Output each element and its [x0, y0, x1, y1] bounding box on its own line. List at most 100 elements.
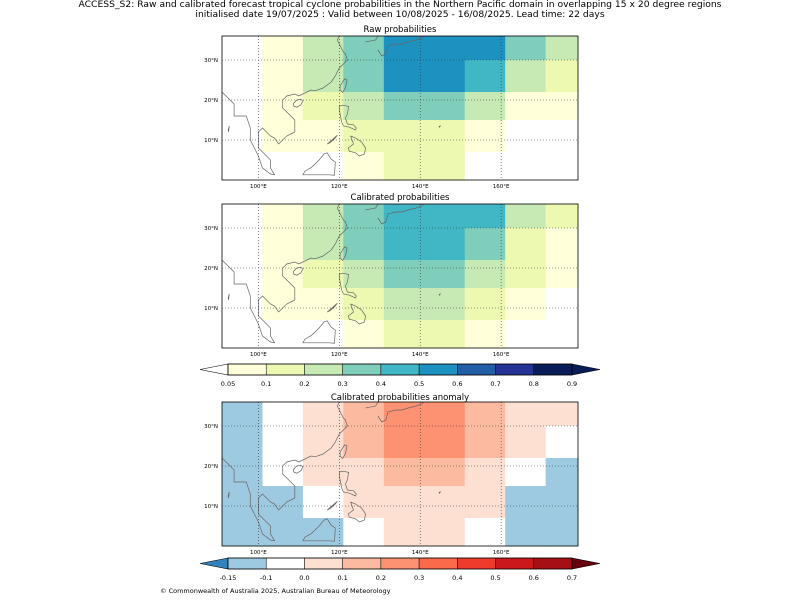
probability-cell: [424, 120, 466, 153]
copyright-footer: © Commonwealth of Australia 2025, Austra…: [160, 587, 391, 595]
probability-cell: [343, 260, 385, 289]
probability-cell: [383, 60, 425, 93]
probability-cell: [424, 204, 466, 229]
probability-cell: [383, 152, 425, 181]
map-panel-2: Calibrated probabilities 100°E 120°E 140°E 1…: [204, 193, 579, 358]
probability-cell: [302, 426, 344, 459]
x-tick-label: 120°E: [331, 550, 348, 556]
colorbar-tick-label: 0.9: [567, 380, 577, 388]
probability-cell: [222, 486, 263, 519]
colorbar-tick-label: 0.8: [529, 380, 539, 388]
probability-cell: [383, 288, 425, 321]
probability-cell: [505, 60, 547, 93]
y-tick-label: 30°N: [204, 424, 218, 430]
coastline: [339, 78, 348, 93]
probability-cell: [505, 426, 547, 459]
probability-cell: [302, 152, 344, 181]
probability-cell: [222, 402, 263, 427]
panel-title: Calibrated probabilities anomaly: [331, 393, 469, 403]
x-tick-label: 160°E: [493, 352, 510, 358]
coastline: [338, 470, 357, 497]
probability-cell: [343, 36, 385, 61]
colorbar-tick-label: 0.3: [414, 574, 424, 582]
figure-title-line1: ACCESS_S2: Raw and calibrated forecast t…: [78, 0, 722, 10]
x-tick-label: 140°E: [412, 184, 429, 190]
probability-cell: [262, 288, 304, 321]
probability-cell: [464, 120, 506, 153]
probability-cell: [343, 204, 385, 229]
colorbar-tick-label: -0.1: [260, 574, 273, 582]
probability-cell: [545, 228, 579, 261]
figure-title-line2: initialised date 19/07/2025 : Valid betw…: [195, 9, 605, 20]
coastline: [377, 401, 424, 423]
probability-cell: [262, 320, 304, 349]
colorbar-segment: [533, 557, 573, 570]
probability-cell: [262, 486, 304, 519]
colorbar-segment: [418, 557, 458, 570]
colorbar-segment: [227, 363, 267, 376]
probability-cell: [343, 320, 385, 349]
x-tick-label: 100°E: [250, 550, 267, 556]
probability-cell: [222, 288, 263, 321]
probability-cell: [222, 120, 263, 153]
y-tick-label: 10°N: [204, 504, 218, 510]
probability-cell: [222, 320, 263, 349]
probability-cell: [464, 518, 506, 547]
colorbar-frame: [227, 557, 573, 570]
probability-cell: [262, 60, 304, 93]
probability-cell: [343, 152, 385, 181]
coastline: [326, 302, 338, 313]
probability-cell: [545, 204, 579, 229]
probability-cell: [222, 60, 263, 93]
probability-cell: [383, 120, 425, 153]
colorbar-over-extension: [571, 363, 601, 376]
coastline: [302, 152, 336, 176]
colorbar-tick-label: 0.7: [490, 380, 500, 388]
colorbar-tick-label: 0.5: [490, 574, 500, 582]
probability-cell: [505, 204, 547, 229]
probability-cell: [383, 458, 425, 487]
probability-cell: [343, 60, 385, 93]
x-tick-label: 100°E: [250, 184, 267, 190]
probability-cell: [464, 60, 506, 93]
probability-cell: [545, 92, 579, 121]
probability-cell: [545, 518, 579, 547]
coastline: [227, 491, 230, 499]
colorbar-segment: [495, 363, 535, 376]
colorbar-tick-label: 0.1: [261, 380, 271, 388]
probability-cell: [222, 152, 263, 181]
probability-cell: [545, 486, 579, 519]
probability-cell: [464, 486, 506, 519]
coastline: [338, 272, 357, 299]
probability-cell: [545, 36, 579, 61]
probability-cell: [262, 518, 304, 547]
probability-cell: [302, 92, 344, 121]
y-tick-label: 30°N: [204, 58, 218, 64]
probability-cell: [464, 402, 506, 427]
probability-cell: [302, 458, 344, 487]
y-tick-label: 20°N: [204, 98, 218, 104]
probability-cell: [302, 228, 344, 261]
colorbar-segment: [304, 557, 343, 570]
probability-cell: [343, 402, 385, 427]
probability-cell: [424, 228, 466, 261]
colorbar-tick-label: 0.05: [221, 380, 235, 388]
x-tick-label: 160°E: [493, 184, 510, 190]
probability-cell: [424, 60, 466, 93]
probability-cell: [424, 518, 466, 547]
colorbar-segment: [380, 557, 420, 570]
probability-colorbar: 0.05 0.1 0.2 0.3 0.4 0.5 0.6 0.7 0.8 0.9: [199, 363, 601, 388]
probability-cell: [302, 486, 344, 519]
probability-cell: [424, 92, 466, 121]
probability-cell: [383, 402, 425, 427]
probability-cell: [464, 152, 506, 181]
probability-cell: [464, 426, 506, 459]
probability-cell: [383, 426, 425, 459]
colorbar-segment: [380, 363, 420, 376]
colorbar-segment: [457, 557, 496, 570]
probability-cell: [505, 402, 547, 427]
coastline: [293, 464, 304, 474]
probability-cell: [302, 60, 344, 93]
probability-cell: [424, 426, 466, 459]
probability-cell: [424, 486, 466, 519]
